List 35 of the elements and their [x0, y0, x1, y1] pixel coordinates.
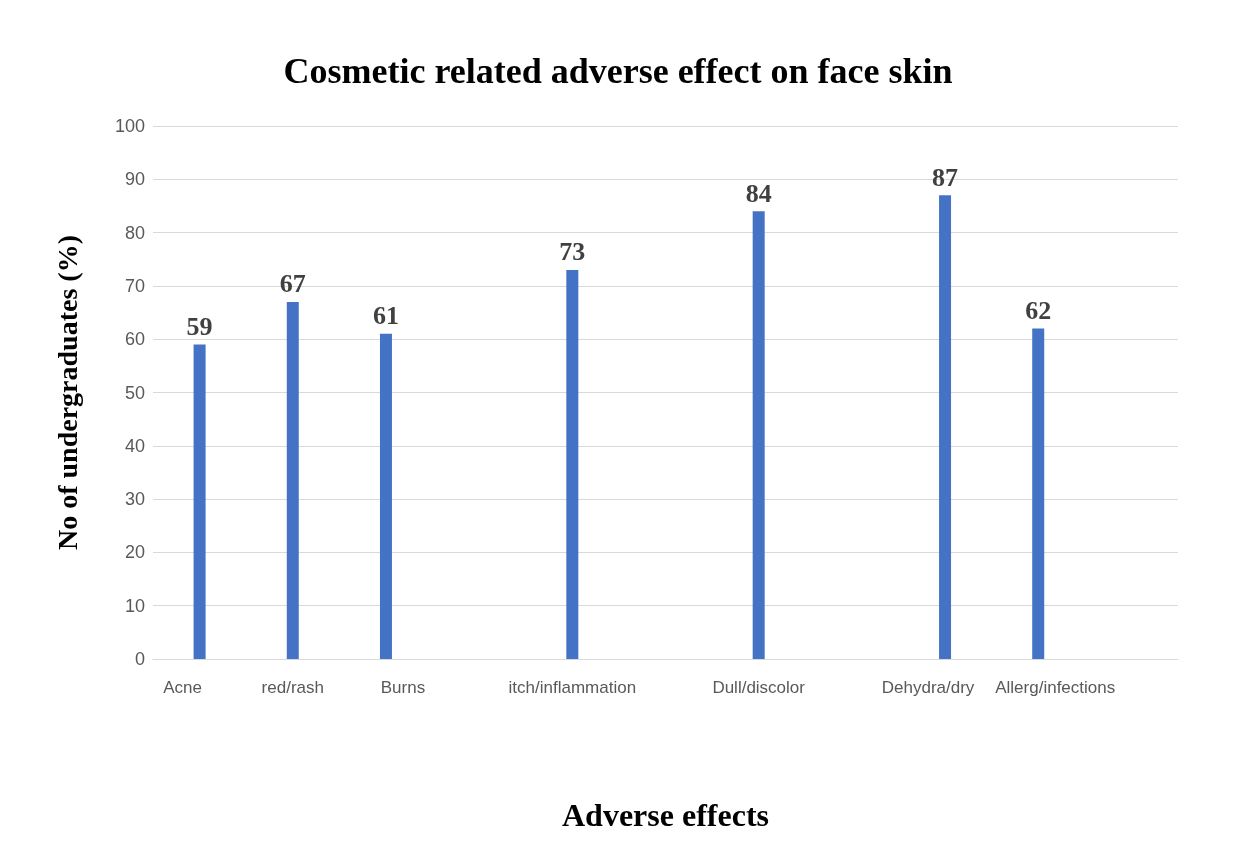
- x-axis-title: Adverse effects: [562, 797, 769, 833]
- bar: [752, 211, 765, 659]
- y-tick-label: 80: [124, 222, 145, 243]
- x-tick-label: Allerg/infections: [995, 678, 1116, 697]
- data-label: 62: [1025, 296, 1052, 326]
- bar: [566, 269, 579, 659]
- bar: [286, 301, 299, 659]
- y-tick-label: 10: [124, 595, 145, 616]
- y-tick-label: 0: [134, 649, 145, 669]
- x-tick-label: Burns: [380, 678, 426, 697]
- y-axis-title: No of undergraduates (%): [51, 235, 83, 550]
- data-label: 73: [559, 237, 586, 267]
- data-label: 59: [186, 312, 213, 342]
- x-tick-label: itch/inflammation: [508, 678, 637, 697]
- data-label: 87: [932, 162, 959, 192]
- x-tick-label: Dull/discolor: [712, 678, 806, 697]
- y-tick-label: 60: [124, 329, 145, 350]
- data-label: 61: [372, 301, 399, 331]
- y-tick-label: 30: [124, 489, 145, 510]
- y-tick-label: 90: [124, 169, 145, 190]
- bar: [379, 333, 392, 659]
- bar: [939, 195, 952, 659]
- y-tick-label: 20: [124, 542, 145, 563]
- y-tick-label: 40: [124, 435, 145, 456]
- data-label: 67: [279, 269, 306, 299]
- x-tick-label: Acne: [163, 678, 202, 697]
- y-tick-label: 50: [124, 382, 145, 403]
- bar: [193, 344, 206, 659]
- x-tick-label: Dehydra/dry: [881, 678, 975, 697]
- data-label: 84: [745, 178, 772, 208]
- chart-title: Cosmetic related adverse effect on face skin: [283, 51, 953, 91]
- bar: [1032, 328, 1045, 659]
- x-tick-label: red/rash: [261, 678, 324, 697]
- y-tick-label: 100: [114, 116, 145, 136]
- y-tick-label: 70: [124, 275, 145, 296]
